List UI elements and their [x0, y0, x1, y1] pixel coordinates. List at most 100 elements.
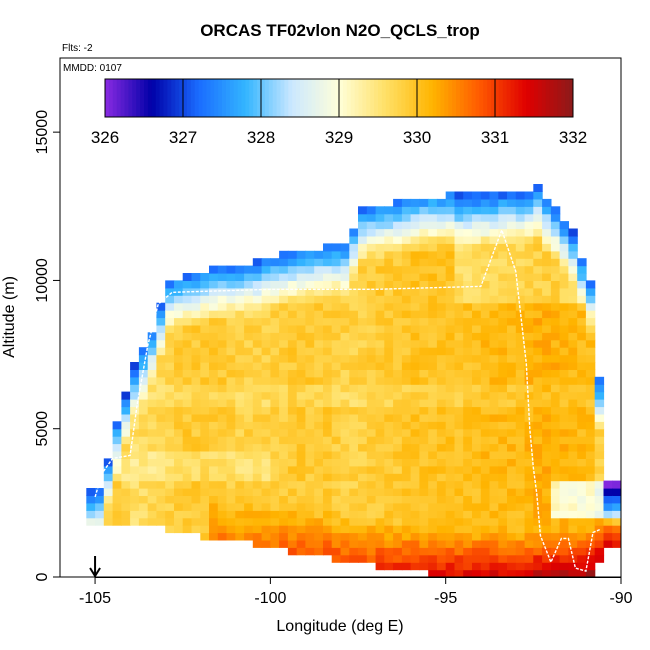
- heatmap-cell: [568, 310, 578, 319]
- heatmap-cell: [533, 280, 543, 289]
- heatmap-cell: [138, 502, 149, 511]
- heatmap-cell: [568, 473, 578, 482]
- heatmap-cell: [577, 488, 587, 496]
- heatmap-cell: [436, 324, 447, 333]
- heatmap-cell: [463, 399, 473, 408]
- heatmap-cell: [472, 221, 482, 230]
- heatmap-cell: [252, 317, 263, 326]
- heatmap-cell: [524, 228, 534, 237]
- heatmap-cell: [533, 287, 543, 296]
- heatmap-cell: [507, 421, 517, 430]
- heatmap-cell: [507, 502, 517, 511]
- heatmap-cell: [498, 265, 508, 274]
- heatmap-cell: [559, 235, 569, 244]
- colorbar-swatch: [140, 79, 145, 117]
- heatmap-cell: [507, 488, 517, 496]
- heatmap-cell: [358, 347, 368, 356]
- heatmap-cell: [542, 562, 552, 571]
- heatmap-cell: [472, 547, 482, 556]
- heatmap-cell: [270, 413, 280, 422]
- heatmap-cell: [401, 362, 412, 370]
- heatmap-cell: [235, 295, 245, 304]
- heatmap-cell: [358, 369, 368, 378]
- heatmap-cell: [489, 451, 499, 459]
- heatmap-cell: [121, 517, 131, 526]
- heatmap-cell: [375, 347, 385, 356]
- heatmap-cell: [393, 525, 403, 534]
- heatmap-cell: [585, 502, 596, 511]
- heatmap-cell: [200, 391, 210, 400]
- heatmap-cell: [559, 250, 569, 259]
- heatmap-cell: [112, 436, 122, 445]
- heatmap-cell: [287, 458, 298, 467]
- heatmap-cell: [489, 302, 499, 311]
- heatmap-cell: [165, 339, 175, 348]
- heatmap-cell: [568, 502, 578, 511]
- heatmap-cell: [323, 480, 333, 489]
- heatmap-cell: [165, 436, 175, 445]
- heatmap-cell: [305, 362, 315, 370]
- heatmap-cell: [165, 428, 175, 437]
- heatmap-cell: [366, 258, 377, 267]
- heatmap-cell: [209, 399, 219, 408]
- heatmap-cell: [349, 399, 359, 408]
- heatmap-cell: [156, 451, 166, 459]
- heatmap-cell: [472, 517, 482, 526]
- heatmap-cell: [375, 517, 385, 526]
- heatmap-cell: [463, 532, 473, 541]
- heatmap-cell: [489, 287, 499, 296]
- heatmap-cell: [191, 280, 201, 289]
- heatmap-cell: [287, 302, 298, 311]
- heatmap-cell: [585, 562, 596, 571]
- heatmap-cell: [165, 480, 175, 489]
- heatmap-cell: [366, 295, 377, 304]
- heatmap-cell: [428, 465, 438, 474]
- heatmap-cell: [358, 458, 368, 467]
- heatmap-cell: [393, 391, 403, 400]
- heatmap-cell: [472, 258, 482, 267]
- heatmap-cell: [340, 510, 350, 519]
- heatmap-cell: [550, 213, 561, 222]
- heatmap-cell: [577, 273, 587, 281]
- heatmap-cell: [349, 510, 359, 519]
- heatmap-cell: [594, 376, 605, 385]
- heatmap-cell: [515, 362, 526, 370]
- heatmap-cell: [384, 421, 394, 430]
- heatmap-cell: [349, 280, 359, 289]
- heatmap-cell: [515, 206, 526, 215]
- heatmap-cell: [463, 480, 473, 489]
- heatmap-cell: [480, 502, 491, 511]
- heatmap-cell: [577, 502, 587, 511]
- heatmap-cell: [559, 221, 569, 230]
- arrow-head: [89, 567, 101, 578]
- heatmap-cell: [436, 473, 447, 482]
- heatmap-cell: [358, 258, 368, 267]
- heatmap-cell: [524, 287, 534, 296]
- heatmap-cell: [130, 510, 140, 519]
- heatmap-cell: [480, 458, 491, 467]
- heatmap-cell: [542, 428, 552, 437]
- heatmap-cell: [410, 473, 420, 482]
- heatmap-cell: [568, 376, 578, 385]
- heatmap-cell: [410, 502, 420, 511]
- heatmap-cell: [515, 391, 526, 400]
- heatmap-cell: [279, 488, 289, 496]
- heatmap-cell: [165, 369, 175, 378]
- heatmap-cell: [419, 332, 429, 341]
- heatmap-cell: [191, 443, 201, 452]
- heatmap-cell: [393, 235, 403, 244]
- heatmap-cell: [375, 495, 385, 504]
- heatmap-cell: [463, 428, 473, 437]
- heatmap-cell: [463, 347, 473, 356]
- heatmap-cell: [577, 562, 587, 571]
- colorbar-swatch: [198, 79, 203, 117]
- heatmap-cell: [410, 480, 420, 489]
- heatmap-cell: [112, 488, 122, 496]
- heatmap-cell: [445, 391, 456, 400]
- heatmap-cell: [498, 495, 508, 504]
- heatmap-cell: [226, 495, 236, 504]
- heatmap-cell: [244, 451, 254, 459]
- heatmap-cell: [401, 287, 412, 296]
- heatmap-cell: [533, 235, 543, 244]
- heatmap-cell: [524, 473, 534, 482]
